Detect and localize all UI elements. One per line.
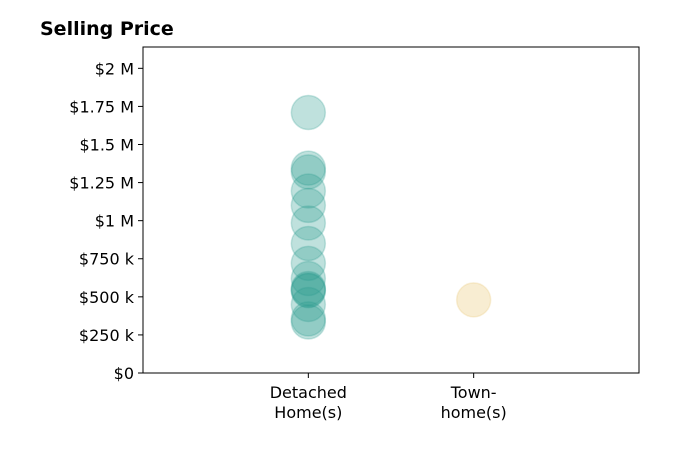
data-point [290,304,327,340]
chart-marks [290,94,492,340]
data-point [290,94,327,131]
y-tick-label: $2 M [95,59,134,78]
chart-title: Selling Price [40,18,174,40]
data-point [290,272,327,309]
y-tick-label: $0 [114,364,134,383]
data-point [290,225,327,262]
x-tick-label: Home(s) [274,403,342,422]
x-tick-label: Town- [450,383,497,402]
data-point [290,272,327,308]
data-point [290,187,327,224]
data-point [290,286,327,323]
x-tick-label: Detached [270,383,347,402]
y-tick-label: $500 k [79,288,135,307]
data-point [290,270,327,307]
data-point [290,301,327,337]
data-point [455,282,492,318]
plot-frame [142,46,640,374]
y-tick-label: $250 k [79,326,135,345]
y-axis: $0 $250 k $500 k $750 k $1 M $1.25 M $1.5 M $1.… [69,59,143,383]
y-tick-label: $750 k [79,250,135,269]
data-point [290,245,327,282]
x-tick-label: home(s) [441,403,507,422]
y-tick-label: $1.5 M [79,135,134,154]
y-tick-label: $1.25 M [69,174,134,193]
data-point [290,173,327,209]
y-tick-label: $1 M [95,212,134,231]
data-point [290,150,327,186]
y-tick-label: $1.75 M [69,97,134,116]
data-point [290,205,327,241]
data-point [290,260,327,297]
data-point [290,154,327,190]
